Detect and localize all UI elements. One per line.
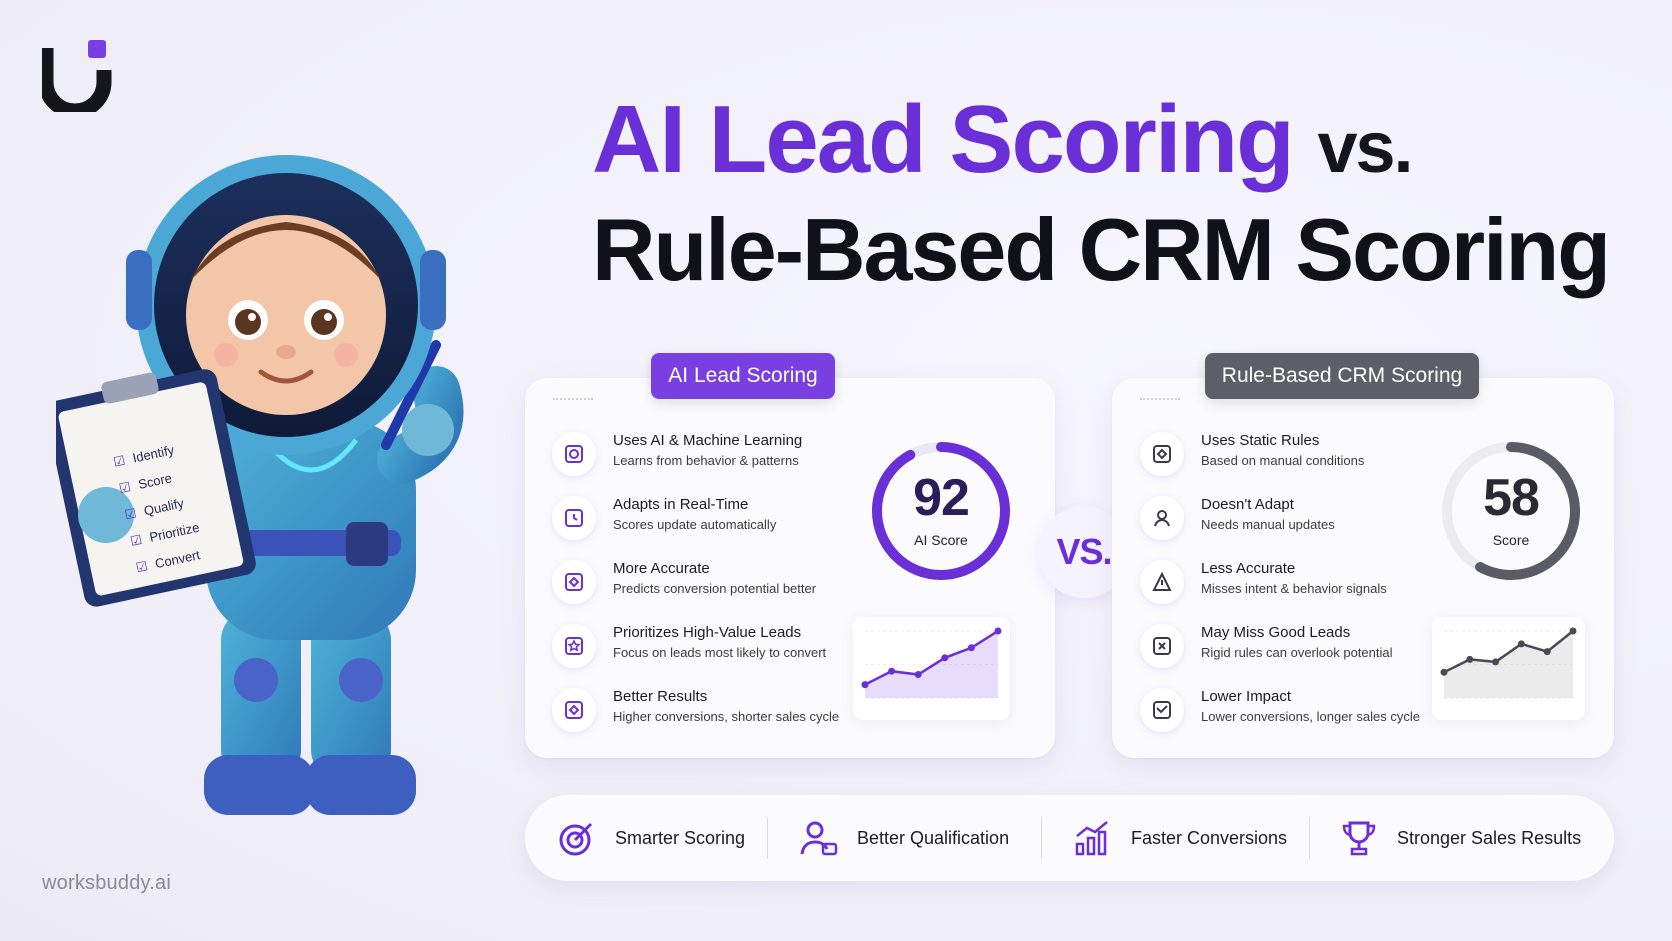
card-dots [553, 398, 593, 404]
benefits-bar: Smarter Scoring Better Qualification Fas… [525, 795, 1614, 881]
ai-trend-chart [853, 617, 1010, 720]
trend-point [1569, 627, 1577, 635]
rule-feature-item: Doesn't Adapt Needs manual updates [1140, 494, 1440, 546]
brand-footer: worksbuddy.ai [42, 872, 171, 894]
ai-score-value: 92 [913, 469, 970, 527]
ai-scoring-pill: AI Lead Scoring [651, 353, 835, 399]
trend-point [1492, 658, 1500, 666]
target-arrow-icon [555, 816, 599, 860]
ai-chip-icon [552, 432, 596, 476]
trend-point [941, 654, 949, 662]
ai-feature-item: More Accurate Predicts conversion potent… [552, 558, 852, 610]
title-accent: AI Lead Scoring [592, 86, 1295, 193]
benefit-label: Faster Conversions [1131, 827, 1288, 848]
rule-feature-item: Lower Impact Lower conversions, longer s… [1140, 686, 1440, 738]
worksbuddy-logo [42, 40, 112, 112]
feature-subtitle: Predicts conversion potential better [613, 581, 817, 596]
title-line-2: Rule-Based CRM Scoring [592, 200, 1611, 299]
trend-line [864, 629, 999, 686]
title-line-1: AI Lead Scoring vs. [592, 92, 1414, 188]
feature-title: Uses AI & Machine Learning [613, 432, 803, 449]
feature-title: More Accurate [613, 560, 710, 577]
results-icon [552, 688, 596, 732]
benefit-label: Stronger Sales Results [1397, 827, 1582, 848]
rule-score-label: Score [1492, 532, 1530, 548]
astronaut-mascot-illustration [56, 155, 464, 815]
feature-subtitle: Scores update automatically [613, 517, 777, 532]
benefit-item: Smarter Scoring [555, 795, 745, 881]
rule-trend-chart [1432, 617, 1585, 720]
feature-subtitle: Higher conversions, shorter sales cycle [613, 709, 840, 724]
feature-title: Less Accurate [1201, 560, 1296, 577]
user-settings-icon [1140, 496, 1184, 540]
missed-lead-icon [1140, 624, 1184, 668]
feature-subtitle: Rigid rules can overlook potential [1201, 645, 1393, 660]
feature-title: Uses Static Rules [1201, 432, 1320, 449]
trend-point [1543, 648, 1551, 656]
divider [1041, 817, 1042, 859]
ai-score-ring [872, 442, 1010, 580]
trend-point [1466, 655, 1474, 663]
ai-feature-item: Adapts in Real-Time Scores update automa… [552, 494, 852, 546]
title-vs: vs. [1317, 108, 1413, 188]
benefit-item: Faster Conversions [1071, 795, 1287, 881]
rule-feature-item: May Miss Good Leads Rigid rules can over… [1140, 622, 1440, 674]
feature-subtitle: Based on manual conditions [1201, 453, 1365, 468]
rule-feature-item: Uses Static Rules Based on manual condit… [1140, 430, 1440, 482]
target-icon [552, 560, 596, 604]
feature-title: Better Results [613, 688, 708, 705]
trend-point [994, 627, 1002, 635]
benefit-item: Stronger Sales Results [1337, 795, 1581, 881]
feature-title: Doesn't Adapt [1201, 496, 1294, 513]
trend-area [865, 631, 998, 698]
trend-point [1517, 640, 1525, 648]
feature-subtitle: Needs manual updates [1201, 517, 1335, 532]
divider [1309, 817, 1310, 859]
benefit-item: Better Qualification [797, 795, 1009, 881]
person-alert-icon [1140, 560, 1184, 604]
rule-score-gauge: 58 Score [1436, 436, 1586, 586]
divider [767, 817, 768, 859]
trend-point [967, 644, 975, 652]
trend-area [1444, 631, 1573, 698]
rules-document-icon [1140, 432, 1184, 476]
rule-score-value: 58 [1483, 469, 1540, 527]
trophy-icon [1337, 816, 1381, 860]
feature-title: Adapts in Real-Time [613, 496, 749, 513]
ai-feature-item: Better Results Higher conversions, short… [552, 686, 852, 738]
trend-point [1440, 668, 1448, 676]
trend-point [914, 671, 922, 679]
rule-score-ring [1442, 442, 1580, 580]
feature-title: Lower Impact [1201, 688, 1292, 705]
ai-feature-item: Uses AI & Machine Learning Learns from b… [552, 430, 852, 482]
feature-subtitle: Misses intent & behavior signals [1201, 581, 1387, 596]
feature-subtitle: Lower conversions, longer sales cycle [1201, 709, 1420, 724]
star-lead-icon [552, 624, 596, 668]
benefit-label: Smarter Scoring [615, 827, 746, 848]
rule-feature-item: Less Accurate Misses intent & behavior s… [1140, 558, 1440, 610]
trend-point [861, 681, 869, 689]
rule-scoring-pill: Rule-Based CRM Scoring [1205, 353, 1479, 399]
ai-score-label: AI Score [914, 532, 968, 548]
trend-point [888, 667, 896, 675]
low-chart-icon [1140, 688, 1184, 732]
card-dots [1140, 398, 1180, 404]
trend-line [1443, 630, 1574, 674]
ai-score-gauge: 92 AI Score [866, 436, 1016, 586]
feature-title: May Miss Good Leads [1201, 624, 1351, 641]
feature-title: Prioritizes High-Value Leads [613, 624, 802, 641]
benefit-label: Better Qualification [857, 827, 1010, 848]
ai-feature-item: Prioritizes High-Value Leads Focus on le… [552, 622, 852, 674]
feature-subtitle: Focus on leads most likely to convert [613, 645, 827, 660]
qualified-user-icon [797, 816, 841, 860]
refresh-clock-icon [552, 496, 596, 540]
feature-subtitle: Learns from behavior & patterns [613, 453, 799, 468]
growth-chart-icon [1071, 816, 1115, 860]
